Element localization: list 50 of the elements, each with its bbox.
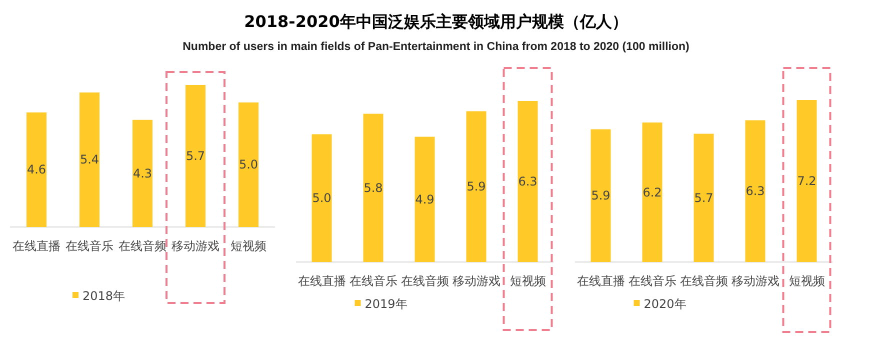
x-tick-label: 移动游戏 xyxy=(452,274,500,288)
x-tick-label: 在线直播 xyxy=(576,274,625,288)
x-tick-label: 短视频 xyxy=(510,274,546,288)
x-tick-label: 在线直播 xyxy=(298,274,346,288)
data-label: 5.8 xyxy=(364,180,383,195)
chart-title: 2018-2020年中国泛娱乐主要领域用户规模（亿人） xyxy=(244,12,628,31)
bar xyxy=(518,101,538,262)
bar xyxy=(414,136,435,262)
data-label: 5.7 xyxy=(186,149,206,163)
x-tick-label: 在线音频 xyxy=(680,274,728,288)
x-tick-label: 在线音乐 xyxy=(349,274,398,288)
data-label: 5.0 xyxy=(312,191,332,206)
bar xyxy=(312,134,332,262)
data-label: 4.9 xyxy=(415,192,434,206)
x-tick-label: 在线音乐 xyxy=(628,274,676,288)
bar xyxy=(466,111,486,262)
data-label: 6.3 xyxy=(746,184,765,198)
chart-subtitle: Number of users in main fields of Pan-Entertainment in China from 2018 to 2020 (100 million) xyxy=(182,41,690,53)
bar xyxy=(590,129,611,262)
bar xyxy=(26,112,46,227)
data-label: 7.2 xyxy=(797,174,816,188)
data-label: 5.9 xyxy=(591,188,610,203)
data-label: 6.2 xyxy=(642,185,662,200)
bar xyxy=(363,114,384,262)
data-label: 5.9 xyxy=(466,180,486,194)
data-label: 5.0 xyxy=(238,158,258,172)
bar xyxy=(132,120,152,227)
x-tick-label: 在线音频 xyxy=(118,239,166,253)
legend-label: 2018年 xyxy=(82,289,126,303)
bar xyxy=(186,85,206,227)
legend-label: 2020年 xyxy=(644,297,686,311)
bar xyxy=(238,102,258,227)
data-label: 5.7 xyxy=(694,190,714,205)
bar xyxy=(745,120,766,262)
data-label: 6.3 xyxy=(518,174,538,188)
bar xyxy=(642,122,662,262)
x-tick-label: 移动游戏 xyxy=(731,274,780,288)
bar xyxy=(694,134,714,262)
data-label: 4.6 xyxy=(26,162,46,177)
x-tick-label: 短视频 xyxy=(788,274,825,288)
x-tick-label: 在线音频 xyxy=(400,274,449,288)
data-label: 4.3 xyxy=(132,166,152,180)
x-tick-label: 在线音乐 xyxy=(66,239,114,253)
legend-label: 2019年 xyxy=(364,297,408,311)
data-label: 5.4 xyxy=(80,152,100,167)
bar xyxy=(796,100,817,262)
x-tick-label: 短视频 xyxy=(230,239,266,253)
x-tick-label: 在线直播 xyxy=(12,239,60,253)
bar xyxy=(80,92,100,227)
x-tick-label: 移动游戏 xyxy=(172,239,220,253)
